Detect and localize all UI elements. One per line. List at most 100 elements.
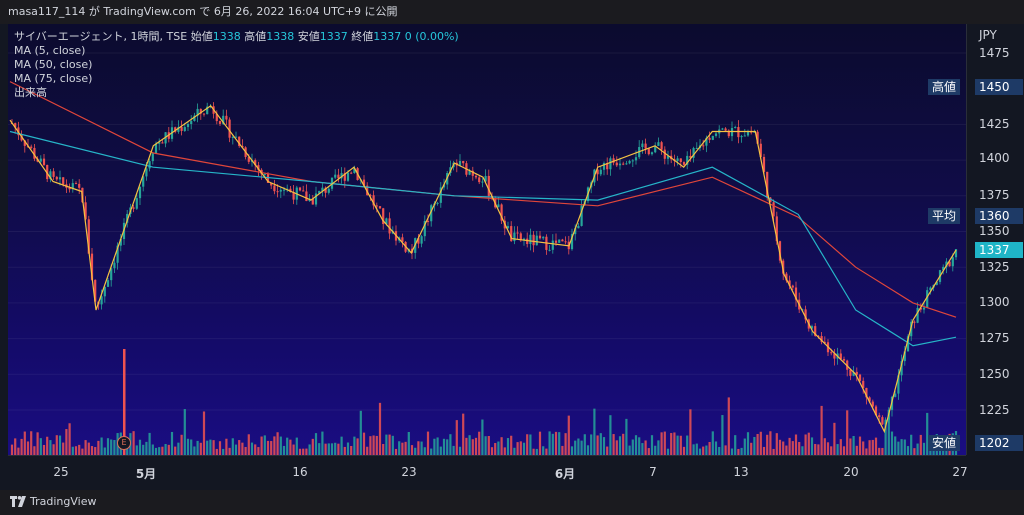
volume-bar	[228, 447, 231, 455]
time-axis[interactable]: 25 5月 16 23 6月 7 13 20 27	[8, 455, 968, 491]
volume-bar	[49, 440, 52, 455]
legend-change: 0 (0.00%)	[404, 30, 459, 43]
volume-bar	[97, 440, 100, 455]
tradingview-logo-icon	[10, 496, 26, 507]
volume-bar	[62, 442, 65, 455]
candle-body	[62, 177, 65, 185]
legend-ma75[interactable]: MA (75, close)	[14, 72, 93, 85]
candle-body	[769, 197, 772, 203]
legend-symbol-row: サイバーエージェント, 1時間, TSE 始値1338 高値1338 安値133…	[14, 30, 459, 44]
volume-bar	[324, 443, 327, 455]
legend-ma50[interactable]: MA (50, close)	[14, 58, 93, 71]
volume-bar	[708, 442, 711, 455]
candle-body	[471, 170, 474, 176]
candle-body	[945, 261, 948, 267]
volume-bar	[554, 431, 558, 455]
candle-body	[814, 326, 817, 336]
candle-body	[343, 173, 346, 181]
volume-bar	[929, 448, 932, 455]
legend-volume[interactable]: 出来高	[14, 86, 47, 99]
tradingview-brand[interactable]: TradingView	[10, 495, 96, 508]
volume-bar	[884, 423, 887, 455]
candle-body	[238, 136, 241, 146]
candle-body	[68, 187, 71, 190]
legend-symbol[interactable]: サイバーエージェント, 1時間, TSE	[14, 30, 188, 43]
candle-body	[612, 158, 615, 163]
volume-bar	[887, 413, 890, 455]
volume-bar	[798, 442, 801, 455]
volume-bar	[497, 441, 500, 455]
volume-bar	[529, 434, 532, 455]
candle-body	[58, 177, 62, 180]
candle-body	[897, 375, 900, 394]
candle-body	[151, 153, 154, 162]
candle-body	[654, 145, 657, 153]
candle-body	[705, 137, 708, 146]
volume-bar	[81, 448, 84, 455]
candle-body	[574, 228, 577, 235]
volume-bar	[865, 448, 868, 455]
volume-bar	[570, 446, 574, 455]
legend-ma5[interactable]: MA (5, close)	[14, 44, 86, 57]
price-tick: 1350	[979, 224, 1010, 238]
volume-bar	[644, 440, 647, 455]
volume-bar	[545, 448, 548, 455]
publish-caption-bar: masa117_114 が TradingView.com で 6月 26, 2…	[0, 0, 1024, 24]
volume-bar	[132, 431, 135, 455]
candle-body	[46, 164, 49, 180]
volume-bar	[190, 439, 193, 455]
candle-body	[183, 127, 186, 131]
volume-bar	[852, 435, 855, 455]
legend-close-label: 終値	[351, 30, 374, 43]
price-tick: 1400	[979, 151, 1010, 165]
candle-body	[321, 187, 324, 191]
candle-body	[49, 171, 52, 180]
candle-body	[423, 220, 426, 237]
volume-bar	[791, 441, 794, 455]
volume-bar	[494, 443, 497, 455]
candle-body	[74, 183, 78, 185]
candle-body	[878, 415, 881, 418]
volume-bar	[382, 443, 385, 455]
volume-bar	[55, 435, 58, 455]
candle-body	[663, 149, 666, 159]
candle-body	[305, 191, 308, 202]
candle-body	[868, 397, 871, 402]
candle-body	[23, 140, 26, 146]
price-chart-svg[interactable]	[8, 24, 966, 455]
volume-bar	[87, 442, 90, 455]
volume-bar	[900, 439, 903, 455]
volume-bar	[110, 439, 113, 455]
candle-body	[871, 401, 874, 407]
volume-bars	[10, 349, 958, 455]
volume-bar	[244, 446, 247, 455]
volume-bar	[756, 433, 759, 455]
low-label-tag: 安値	[928, 435, 961, 451]
volume-bar	[622, 433, 625, 455]
candle-body	[30, 146, 33, 148]
price-axis[interactable]: JPY 1475 1425 1400 1375 1350 1325 1300 1…	[966, 24, 1024, 455]
price-tick: 1300	[979, 295, 1010, 309]
candle-body	[145, 168, 148, 177]
candle-body	[225, 115, 228, 120]
volume-bar	[388, 434, 391, 455]
candle-body	[858, 374, 862, 381]
volume-bar	[638, 437, 641, 455]
volume-bar	[676, 435, 679, 455]
volume-bar	[538, 431, 542, 455]
volume-bar	[439, 446, 442, 455]
volume-bar	[465, 437, 468, 455]
candle-body	[513, 232, 516, 242]
volume-bar	[20, 438, 23, 455]
volume-bar	[650, 435, 654, 455]
volume-bar	[292, 444, 295, 455]
chart-plot-area[interactable]	[8, 24, 966, 455]
earnings-icon[interactable]: E	[117, 436, 131, 450]
volume-bar	[862, 441, 865, 455]
volume-bar	[753, 436, 756, 455]
time-tick: 23	[401, 465, 417, 479]
volume-bar	[897, 441, 900, 455]
volume-bar	[318, 443, 321, 455]
volume-bar	[263, 435, 266, 455]
volume-bar	[743, 438, 746, 455]
